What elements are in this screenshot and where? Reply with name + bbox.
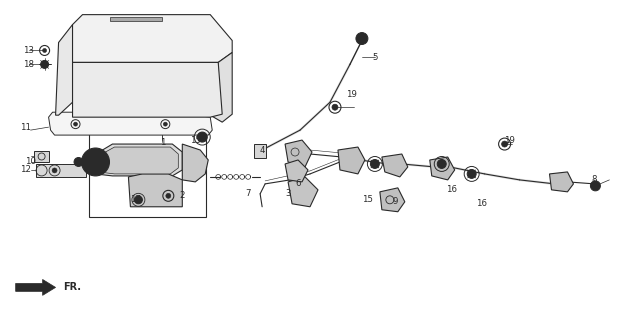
Text: 11: 11 (20, 123, 31, 132)
Polygon shape (288, 177, 318, 207)
Text: 4: 4 (259, 145, 265, 154)
Text: 3: 3 (285, 189, 291, 198)
Circle shape (81, 148, 109, 176)
Circle shape (332, 104, 338, 110)
Polygon shape (210, 52, 232, 122)
Polygon shape (111, 17, 163, 21)
Circle shape (52, 168, 57, 173)
Circle shape (371, 159, 380, 168)
Text: 19: 19 (504, 136, 515, 144)
Polygon shape (72, 15, 232, 62)
Circle shape (591, 181, 600, 191)
Text: 19: 19 (346, 90, 357, 99)
Text: 9: 9 (392, 197, 397, 206)
Text: 5: 5 (372, 53, 378, 62)
FancyBboxPatch shape (254, 144, 266, 158)
Text: 10: 10 (25, 158, 36, 167)
Circle shape (356, 32, 368, 45)
Text: 15: 15 (362, 195, 373, 204)
Polygon shape (36, 164, 86, 177)
Polygon shape (56, 25, 72, 115)
FancyBboxPatch shape (34, 150, 49, 163)
Circle shape (166, 193, 171, 198)
Circle shape (74, 122, 77, 126)
FancyBboxPatch shape (88, 127, 206, 217)
Text: 17: 17 (130, 195, 141, 204)
Polygon shape (15, 280, 56, 295)
Polygon shape (430, 157, 454, 180)
Circle shape (197, 132, 207, 142)
Text: 18: 18 (23, 60, 34, 69)
Circle shape (74, 158, 83, 167)
Circle shape (134, 196, 142, 204)
Text: FR.: FR. (63, 282, 81, 292)
Text: 16: 16 (446, 185, 457, 194)
Text: 16: 16 (476, 199, 487, 208)
Polygon shape (99, 147, 179, 174)
Circle shape (163, 122, 167, 126)
Text: 15: 15 (190, 136, 201, 144)
Text: 7: 7 (245, 189, 251, 198)
Circle shape (43, 48, 47, 52)
Text: 6: 6 (295, 179, 301, 188)
Polygon shape (72, 62, 222, 117)
Text: 2: 2 (180, 191, 185, 200)
Polygon shape (285, 160, 308, 182)
Circle shape (40, 61, 49, 68)
Polygon shape (182, 144, 208, 182)
Text: 14: 14 (85, 158, 96, 167)
Circle shape (437, 159, 446, 168)
Circle shape (467, 169, 476, 178)
Circle shape (502, 141, 508, 147)
Polygon shape (129, 174, 182, 207)
Polygon shape (285, 140, 312, 167)
Text: 12: 12 (20, 165, 31, 174)
Circle shape (88, 154, 104, 170)
Polygon shape (49, 112, 212, 135)
Text: 8: 8 (591, 175, 597, 184)
Text: 13: 13 (23, 46, 34, 55)
Text: 1: 1 (159, 138, 165, 147)
Polygon shape (380, 188, 405, 212)
Polygon shape (95, 144, 182, 176)
Polygon shape (338, 147, 365, 174)
Polygon shape (382, 154, 408, 177)
Polygon shape (550, 172, 573, 192)
